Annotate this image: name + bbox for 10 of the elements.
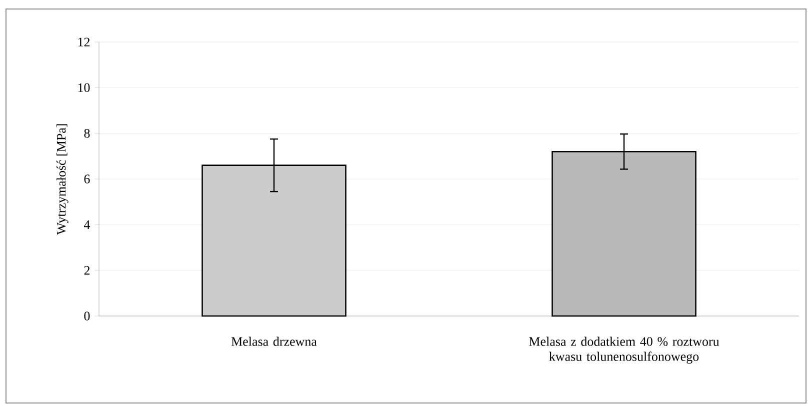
y-tick-label: 6 xyxy=(84,174,90,184)
y-tick-label: 2 xyxy=(84,266,90,275)
y-tick-label: 4 xyxy=(84,220,90,229)
y-tick-label: 12 xyxy=(78,38,90,46)
y-tick-label: 0 xyxy=(84,312,90,320)
x-tick-label: Melasa drzewna xyxy=(231,336,317,346)
y-axis-title: Wytrzymałość [MPa] xyxy=(56,124,68,235)
y-tick-label: 8 xyxy=(84,128,90,138)
x-tick-label: Melasa z dodatkiem 40 % roztworu kwasu tolunenosulfonowego xyxy=(529,336,720,364)
y-tick-label: 10 xyxy=(78,83,90,92)
